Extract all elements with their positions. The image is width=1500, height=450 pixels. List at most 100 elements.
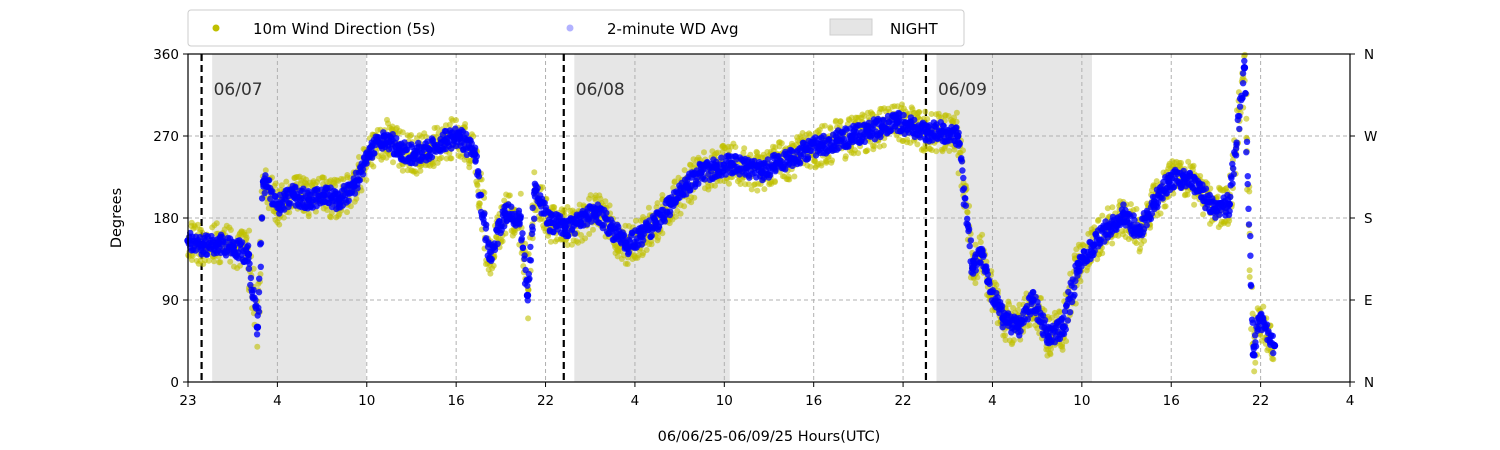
wind-direction-cloud-point: [525, 315, 532, 322]
wd-avg-cloud-point: [984, 271, 991, 278]
wind-direction-cloud-point: [1252, 359, 1259, 366]
wd-avg-cloud-point: [701, 176, 708, 183]
wd-avg-cloud-point: [1230, 165, 1237, 172]
wind-direction-cloud-point: [900, 105, 907, 112]
wind-direction-cloud-point: [632, 217, 639, 224]
wind-direction-cloud-point: [227, 227, 234, 233]
wd-avg-cloud-point: [253, 331, 261, 338]
wind-direction-cloud-point: [855, 150, 862, 157]
wind-direction-cloud-point: [243, 234, 250, 241]
wind-direction-cloud-point: [1133, 240, 1140, 247]
wd-avg-point: [908, 123, 917, 131]
wind-direction-cloud-point: [654, 200, 661, 207]
wd-avg-cloud-point: [246, 260, 253, 267]
wd-avg-point: [501, 209, 509, 218]
wind-direction-cloud-point: [246, 227, 253, 234]
wind-direction-cloud-point: [487, 270, 494, 277]
wind-direction-cloud-point: [506, 192, 513, 199]
x-tick-label: 4: [1346, 393, 1355, 409]
wind-direction-cloud-point: [712, 182, 718, 189]
wind-direction-cloud-point: [933, 148, 940, 155]
wind-direction-cloud-point: [1162, 203, 1169, 210]
wind-direction-cloud-point: [778, 140, 785, 147]
wind-direction-cloud-point: [953, 118, 960, 125]
wind-direction-cloud-point: [837, 118, 844, 125]
wd-avg-cloud-point: [244, 242, 252, 249]
wd-avg-cloud-point: [1071, 291, 1078, 299]
wind-direction-cloud-point: [448, 155, 455, 162]
wd-avg-cloud-point: [269, 188, 276, 195]
wind-direction-cloud-point: [771, 178, 778, 185]
wind-direction-cloud-point: [740, 149, 747, 156]
y2-tick-label: E: [1364, 293, 1373, 309]
wd-avg-cloud-point: [940, 122, 947, 130]
wd-avg-point: [1089, 241, 1098, 249]
wd-avg-cloud-point: [1229, 180, 1236, 187]
wind-direction-cloud-point: [1099, 250, 1106, 257]
legend-label-wind-direction: 10m Wind Direction (5s): [253, 20, 436, 38]
wind-direction-cloud-point: [587, 192, 594, 199]
wind-direction-cloud-point: [1099, 212, 1106, 219]
wind-direction-cloud-point: [280, 214, 287, 221]
wd-avg-point: [863, 127, 871, 136]
wd-avg-point: [546, 218, 554, 227]
wind-direction-cloud-point: [993, 281, 1000, 288]
wd-avg-point: [365, 150, 373, 158]
wind-direction-cloud-point: [823, 159, 830, 166]
wind-direction-cloud-point: [1127, 201, 1134, 208]
wind-direction-cloud-point: [353, 195, 360, 202]
wd-avg-cloud-point: [258, 195, 266, 202]
wd-avg-cloud-point: [1242, 89, 1249, 97]
wd-avg-point: [1029, 296, 1037, 304]
wd-avg-point: [576, 218, 585, 227]
wd-avg-cloud-point: [1245, 205, 1252, 212]
wind-direction-cloud-point: [590, 226, 596, 233]
wd-avg-point: [395, 146, 403, 154]
series-2-minute-wd-avg: [184, 57, 1279, 359]
wd-avg-cloud-point: [257, 240, 265, 247]
wd-avg-point: [969, 264, 977, 272]
wd-avg-cloud-point: [267, 195, 274, 203]
wd-avg-cloud-point: [292, 183, 299, 191]
wd-avg-cloud-point: [250, 286, 257, 294]
y-tick-label: 270: [153, 129, 179, 145]
wd-avg-point: [289, 191, 298, 199]
wd-avg-point: [1165, 177, 1173, 186]
x-tick-label: 4: [988, 393, 997, 409]
wd-avg-point: [305, 196, 313, 204]
wd-avg-cloud-point: [1247, 252, 1254, 259]
wd-avg-cloud-point: [917, 134, 924, 141]
legend-label-night: NIGHT: [890, 20, 939, 38]
wind-direction-cloud-point: [356, 154, 362, 160]
wd-avg-cloud-point: [287, 200, 294, 207]
wd-avg-cloud-point: [764, 156, 772, 163]
wind-direction-cloud-point: [408, 132, 415, 138]
wd-avg-point: [742, 164, 751, 172]
wd-avg-cloud-point: [964, 215, 971, 222]
wind-direction-cloud-point: [1157, 210, 1164, 217]
wind-direction-cloud-point: [1048, 346, 1054, 352]
wd-avg-cloud-point: [625, 249, 632, 256]
wind-direction-cloud-point: [818, 162, 825, 169]
wd-avg-point: [848, 132, 856, 140]
wd-avg-point: [561, 223, 569, 231]
wind-direction-cloud-point: [946, 148, 953, 154]
wd-avg-cloud-point: [557, 213, 564, 220]
wd-avg-cloud-point: [960, 174, 967, 182]
wind-direction-cloud-point: [677, 210, 684, 217]
wd-avg-point: [893, 118, 901, 127]
wind-direction-cloud-point: [262, 167, 269, 174]
wd-avg-cloud-point: [494, 240, 501, 247]
wd-avg-cloud-point: [359, 171, 367, 178]
wd-avg-cloud-point: [1064, 317, 1072, 324]
wd-avg-point: [1249, 351, 1258, 359]
wd-avg-cloud-point: [1068, 298, 1076, 306]
wind-direction-cloud-point: [960, 147, 966, 154]
wind-direction-cloud-point: [189, 252, 196, 259]
wd-avg-point: [621, 241, 630, 249]
wd-avg-point: [274, 200, 283, 208]
wd-avg-point: [978, 250, 986, 259]
wd-avg-cloud-point: [1131, 216, 1138, 224]
wd-avg-cloud-point: [245, 265, 253, 272]
wd-avg-cloud-point: [666, 211, 674, 219]
